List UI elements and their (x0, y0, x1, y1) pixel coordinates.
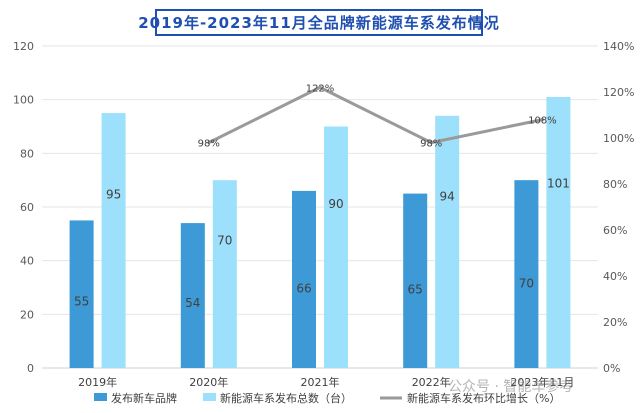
legend-label: 发布新车品牌 (111, 391, 177, 405)
y-left-tick-label: 60 (20, 201, 34, 214)
chart-title-box: 2019年-2023年11月全品牌新能源车系发布情况 (138, 9, 499, 36)
y-left-tick-label: 120 (13, 40, 34, 53)
bar (435, 115, 460, 369)
y-right-tick-label: 40% (603, 270, 627, 283)
y-left-tick-label: 20 (20, 308, 34, 321)
line-value-label: 98% (420, 139, 442, 150)
bar (546, 96, 571, 368)
y-right-tick-label: 120% (603, 86, 634, 99)
bar-value-label: 101 (547, 177, 570, 191)
y-right-tick-label: 20% (603, 316, 627, 329)
bar (212, 180, 237, 368)
bar (514, 180, 539, 368)
bar (324, 126, 348, 368)
bar-value-label: 55 (74, 295, 89, 309)
bar (101, 113, 126, 368)
y-right-tick-label: 80% (603, 178, 627, 191)
legend-swatch (94, 393, 107, 401)
x-tick-label: 2019年 (78, 375, 117, 389)
bar-value-label: 90 (328, 197, 343, 211)
line-point (429, 141, 433, 145)
line-point (318, 85, 322, 89)
chart-title: 2019年-2023年11月全品牌新能源车系发布情况 (138, 14, 500, 32)
bar (180, 223, 205, 368)
y-left-tick-label: 0 (27, 362, 34, 375)
y-right-tick-label: 0% (603, 362, 620, 375)
x-tick-label: 2023年11月 (510, 375, 574, 389)
y-right-tick-label: 100% (603, 132, 634, 145)
y-left-tick-label: 80 (20, 147, 34, 160)
bar-value-label: 94 (440, 189, 455, 203)
x-tick-label: 2020年 (189, 375, 228, 389)
x-tick-label: 2022年 (412, 375, 451, 389)
bar-value-label: 65 (408, 283, 423, 297)
legend-label: 新能源车系发布总数（台） (220, 391, 352, 405)
y-right-tick-label: 60% (603, 224, 627, 237)
bar-value-label: 95 (106, 188, 121, 202)
legend-swatch (203, 393, 216, 401)
line-value-label: 122% (306, 83, 335, 94)
line-value-label: 108% (528, 116, 557, 127)
y-right-tick-label: 140% (603, 40, 634, 53)
line-point (540, 118, 544, 122)
line-series (208, 85, 543, 145)
bar-value-label: 66 (296, 281, 311, 295)
line-value-label: 98% (198, 139, 220, 150)
bar-value-label: 54 (185, 296, 200, 310)
bar (69, 220, 94, 368)
y-left-tick-label: 100 (13, 94, 34, 107)
legend-label: 新能源车系发布环比增长（%） (407, 391, 560, 405)
x-tick-label: 2021年 (301, 375, 340, 389)
bar (403, 193, 428, 368)
bar-value-label: 70 (519, 276, 534, 290)
line-point (207, 141, 211, 145)
bar-value-label: 70 (217, 233, 232, 247)
y-left-tick-label: 40 (20, 255, 34, 268)
watermark-text: 公众号 · 智能车参考 (448, 379, 574, 395)
bar (292, 190, 316, 368)
